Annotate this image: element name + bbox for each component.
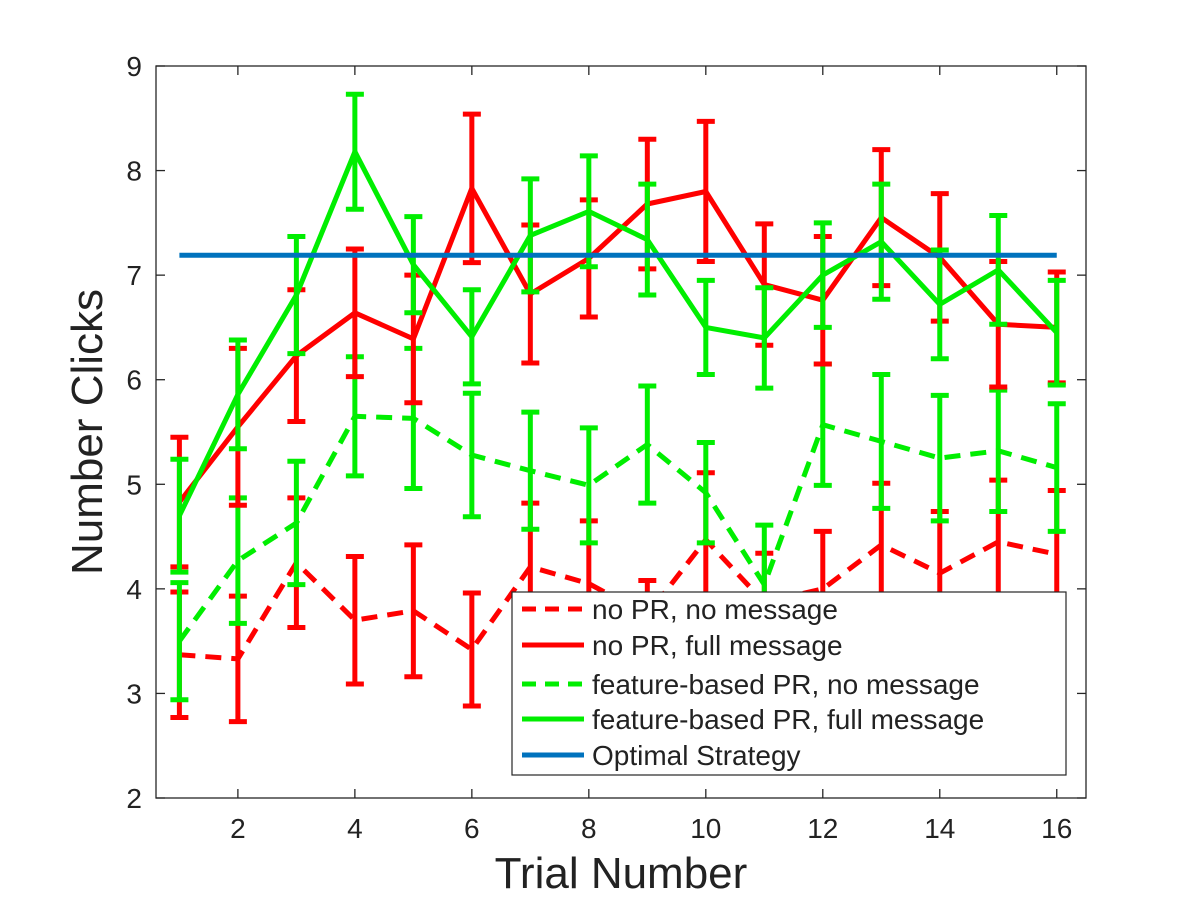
y-axis-title: Number Clicks: [63, 289, 112, 575]
legend-box: [511, 591, 1067, 776]
legend-label: feature-based PR, full message: [592, 704, 984, 735]
error-bar: [462, 390, 481, 520]
y-tick-label: 9: [126, 51, 142, 82]
error-bar: [1047, 401, 1066, 534]
legend-label: feature-based PR, no message: [592, 669, 980, 700]
y-tick-label: 6: [126, 365, 142, 396]
error-bar: [404, 214, 423, 316]
series-line: [177, 149, 1059, 517]
series-line: [177, 413, 1058, 643]
error-bar: [462, 287, 481, 387]
series-line: [177, 185, 1057, 504]
y-tick-label: 3: [126, 678, 142, 709]
error-bar: [872, 371, 891, 511]
error-bar: [287, 458, 306, 588]
legend-entry: no PR, full message: [522, 630, 843, 661]
legend-entry: Optimal Strategy: [522, 740, 801, 771]
x-tick-label: 4: [347, 813, 363, 844]
x-tick-label: 8: [581, 813, 597, 844]
plot-box: [155, 65, 1087, 799]
legend-entry: feature-based PR, no message: [522, 669, 980, 700]
error-bar: [345, 553, 364, 687]
error-bar: [579, 153, 598, 270]
error-bar: [228, 337, 247, 452]
error-bar: [521, 176, 540, 295]
y-tick-label: 7: [126, 260, 142, 291]
x-tick-label: 10: [690, 813, 721, 844]
error-bar: [696, 118, 715, 265]
x-axis-title: Trial Number: [495, 849, 748, 898]
error-bar: [930, 247, 949, 362]
y-tick-label: 4: [126, 574, 142, 605]
error-bar: [345, 246, 364, 380]
error-bar: [872, 181, 891, 302]
series-3: [170, 91, 1066, 575]
error-bar: [696, 439, 715, 546]
y-tick-label: 2: [126, 783, 142, 814]
legend-label: no PR, no message: [592, 594, 838, 625]
error-bar: [345, 91, 364, 212]
legend-entry: no PR, no message: [522, 594, 838, 625]
error-bar: [404, 542, 423, 680]
y-tick-label: 5: [126, 469, 142, 500]
error-bar: [638, 181, 657, 298]
y-tick-label: 8: [126, 156, 142, 187]
legend-entry: feature-based PR, full message: [522, 704, 984, 735]
x-tick-label: 2: [230, 813, 246, 844]
ticks-layer: 2 4 6 8 10 12 14 16 2 3 4 5 6 7 8 9: [126, 51, 1086, 844]
error-bar: [170, 580, 189, 703]
error-bar: [521, 409, 540, 532]
x-tick-label: 6: [464, 813, 480, 844]
error-bar: [930, 392, 949, 524]
error-bar: [813, 220, 832, 330]
error-bar: [696, 277, 715, 377]
x-tick-label: 14: [924, 813, 955, 844]
error-bar: [462, 590, 481, 709]
error-bar: [989, 213, 1008, 327]
error-bar: [462, 111, 481, 266]
error-bar: [755, 285, 774, 391]
x-tick-label: 16: [1041, 813, 1072, 844]
error-bar: [989, 387, 1008, 514]
x-tick-label: 12: [807, 813, 838, 844]
error-bar: [1047, 277, 1066, 388]
error-bar: [638, 383, 657, 506]
legend-label: no PR, full message: [592, 630, 843, 661]
error-bar: [170, 456, 189, 575]
legend-label: Optimal Strategy: [592, 740, 801, 771]
error-bar: [579, 425, 598, 546]
legend: no PR, no message no PR, full message fe…: [511, 591, 1067, 776]
